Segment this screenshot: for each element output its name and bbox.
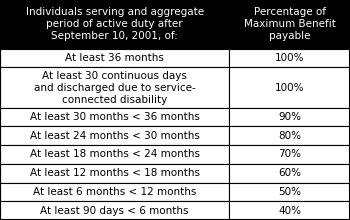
Bar [229, 164, 350, 183]
Bar [0, 164, 229, 183]
Text: 50%: 50% [278, 187, 301, 197]
Bar [229, 108, 350, 126]
Text: 100%: 100% [275, 82, 304, 93]
Text: At least 12 months < 18 months: At least 12 months < 18 months [30, 168, 199, 178]
Bar [229, 49, 350, 67]
Text: At least 30 months < 36 months: At least 30 months < 36 months [30, 112, 199, 122]
Bar [0, 67, 229, 108]
Text: 100%: 100% [275, 53, 304, 63]
Text: At least 36 months: At least 36 months [65, 53, 164, 63]
Bar [0, 183, 229, 201]
Bar [229, 201, 350, 220]
Text: At least 24 months < 30 months: At least 24 months < 30 months [30, 131, 199, 141]
Bar [0, 0, 229, 49]
Bar [229, 145, 350, 164]
Bar [229, 126, 350, 145]
Text: Individuals serving and aggregate
period of active duty after
September 10, 2001: Individuals serving and aggregate period… [26, 7, 204, 41]
Bar [0, 108, 229, 126]
Text: 40%: 40% [278, 206, 301, 216]
Text: 90%: 90% [278, 112, 301, 122]
Bar [229, 0, 350, 49]
Text: 60%: 60% [278, 168, 301, 178]
Bar [0, 49, 229, 67]
Text: At least 6 months < 12 months: At least 6 months < 12 months [33, 187, 196, 197]
Bar [0, 201, 229, 220]
Text: 80%: 80% [278, 131, 301, 141]
Bar [229, 67, 350, 108]
Text: 70%: 70% [278, 149, 301, 160]
Bar [0, 126, 229, 145]
Bar [0, 145, 229, 164]
Text: At least 90 days < 6 months: At least 90 days < 6 months [40, 206, 189, 216]
Text: At least 18 months < 24 months: At least 18 months < 24 months [30, 149, 199, 160]
Text: At least 30 continuous days
and discharged due to service-
connected disability: At least 30 continuous days and discharg… [34, 71, 196, 104]
Text: Percentage of
Maximum Benefit
payable: Percentage of Maximum Benefit payable [244, 7, 336, 41]
Bar [229, 183, 350, 201]
